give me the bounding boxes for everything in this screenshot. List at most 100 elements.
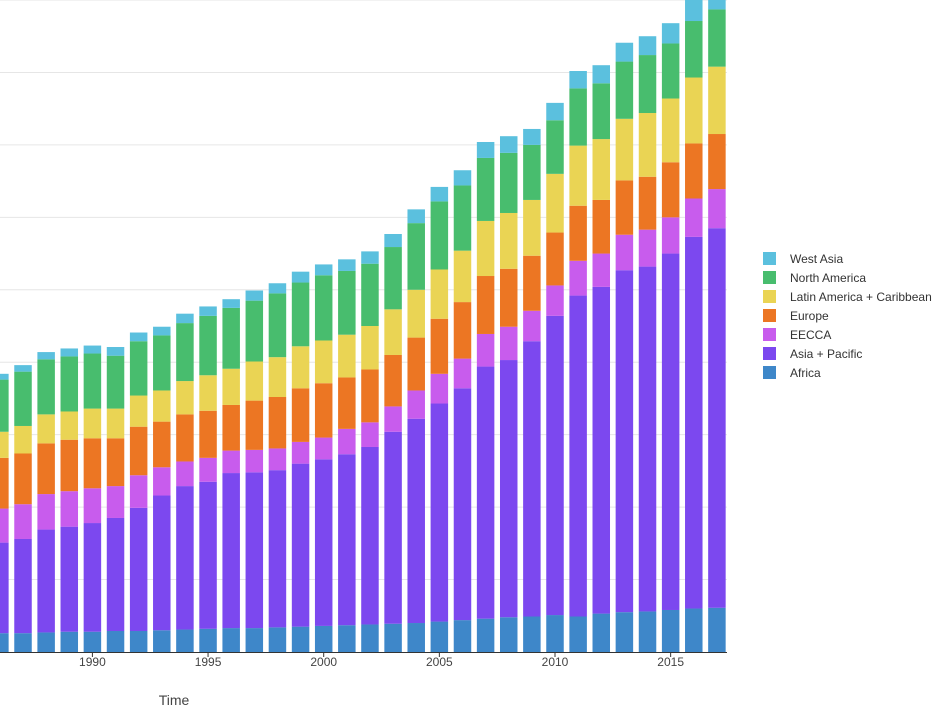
bar-segment-africa-1992[interactable]: [129, 630, 148, 652]
bar-segment-north-america-2010[interactable]: [546, 120, 564, 174]
legend-swatch-europe[interactable]: [763, 309, 776, 322]
bar-segment-africa-2000[interactable]: [314, 625, 333, 652]
bar-segment-eecca-1990[interactable]: [83, 488, 102, 524]
bar-segment-latin-america-caribbean-2002[interactable]: [361, 326, 379, 370]
bar-segment-eecca-2003[interactable]: [384, 406, 402, 432]
bar-segment-asia-pacific-2005[interactable]: [430, 403, 449, 622]
bar-segment-latin-america-caribbean-2003[interactable]: [384, 309, 402, 355]
bar-segment-north-america-2016[interactable]: [685, 21, 703, 78]
bar-segment-europe-2011[interactable]: [569, 205, 587, 261]
bar-segment-africa-1990[interactable]: [83, 631, 102, 652]
bar-segment-latin-america-caribbean-2011[interactable]: [569, 145, 587, 206]
bar-segment-north-america-2014[interactable]: [638, 55, 657, 114]
bar-segment-west-asia-2006[interactable]: [453, 170, 472, 186]
bar-segment-eecca-2014[interactable]: [638, 229, 657, 267]
legend-label-africa[interactable]: Africa: [790, 366, 821, 380]
bar-segment-europe-1998[interactable]: [268, 396, 287, 449]
bar-segment-africa-1998[interactable]: [268, 627, 287, 652]
bar-segment-eecca-2013[interactable]: [615, 234, 634, 271]
bar-segment-asia-pacific-1992[interactable]: [129, 507, 148, 631]
bar-segment-asia-pacific-2011[interactable]: [569, 295, 587, 617]
legend-label-europe[interactable]: Europe: [790, 309, 829, 323]
bar-segment-africa-2008[interactable]: [499, 617, 518, 652]
bar-segment-north-america-2013[interactable]: [615, 61, 634, 119]
bar-segment-eecca-1998[interactable]: [268, 448, 287, 471]
bar-segment-africa-1999[interactable]: [291, 626, 310, 652]
bar-segment-north-america-2007[interactable]: [476, 157, 495, 221]
bar-segment-asia-pacific-2010[interactable]: [546, 315, 564, 616]
bar-segment-west-asia-2002[interactable]: [361, 251, 379, 264]
bar-segment-west-asia-1993[interactable]: [153, 326, 171, 336]
bar-segment-north-america-1986[interactable]: [0, 379, 9, 432]
bar-segment-asia-pacific-2016[interactable]: [685, 236, 703, 609]
bar-segment-west-asia-1989[interactable]: [60, 348, 79, 357]
bar-segment-latin-america-caribbean-2012[interactable]: [592, 139, 611, 200]
bar-segment-eecca-2009[interactable]: [523, 310, 541, 342]
bar-segment-west-asia-2003[interactable]: [384, 233, 402, 248]
bar-segment-europe-2002[interactable]: [361, 369, 379, 423]
bar-segment-north-america-2002[interactable]: [361, 263, 379, 326]
bar-segment-asia-pacific-1997[interactable]: [245, 472, 264, 629]
bar-segment-latin-america-caribbean-2004[interactable]: [407, 289, 425, 338]
bar-segment-africa-1988[interactable]: [37, 632, 55, 652]
bar-segment-eecca-2015[interactable]: [661, 217, 680, 254]
bar-segment-west-asia-1991[interactable]: [106, 347, 125, 356]
bar-segment-africa-1987[interactable]: [14, 633, 32, 652]
bar-segment-latin-america-caribbean-2006[interactable]: [453, 250, 472, 303]
bar-segment-north-america-1999[interactable]: [291, 282, 310, 347]
bar-segment-europe-1991[interactable]: [106, 438, 125, 487]
bar-segment-africa-2014[interactable]: [638, 611, 657, 652]
bar-segment-north-america-1997[interactable]: [245, 300, 264, 362]
bar-segment-latin-america-caribbean-1997[interactable]: [245, 361, 264, 401]
bar-segment-eecca-1992[interactable]: [129, 475, 148, 508]
bar-segment-west-asia-2001[interactable]: [338, 259, 356, 271]
bar-segment-latin-america-caribbean-2008[interactable]: [499, 212, 518, 269]
bar-segment-africa-2011[interactable]: [569, 616, 587, 652]
bar-segment-europe-1999[interactable]: [291, 388, 310, 442]
bar-segment-north-america-2012[interactable]: [592, 83, 611, 140]
bar-segment-europe-2015[interactable]: [661, 162, 680, 218]
bar-segment-europe-1986[interactable]: [0, 457, 9, 509]
bar-segment-europe-1990[interactable]: [83, 438, 102, 489]
bar-segment-europe-2012[interactable]: [592, 199, 611, 254]
bar-segment-africa-1994[interactable]: [176, 629, 194, 652]
bar-segment-africa-1986[interactable]: [0, 633, 9, 652]
bar-segment-europe-2000[interactable]: [314, 383, 333, 438]
bar-segment-latin-america-caribbean-1993[interactable]: [153, 390, 171, 422]
bar-segment-latin-america-caribbean-2016[interactable]: [685, 77, 703, 144]
bar-segment-asia-pacific-2001[interactable]: [338, 454, 356, 626]
bar-segment-north-america-1994[interactable]: [176, 323, 194, 382]
bar-segment-north-america-1989[interactable]: [60, 356, 79, 412]
bar-segment-north-america-1992[interactable]: [129, 341, 148, 396]
bar-segment-north-america-2008[interactable]: [499, 152, 518, 213]
bar-segment-africa-2015[interactable]: [661, 609, 680, 652]
bar-segment-eecca-1999[interactable]: [291, 441, 310, 464]
bar-segment-europe-1987[interactable]: [14, 453, 32, 505]
bar-segment-asia-pacific-2003[interactable]: [384, 431, 402, 624]
bar-segment-west-asia-2017[interactable]: [708, 0, 726, 10]
bar-segment-west-asia-2011[interactable]: [569, 70, 587, 89]
bar-segment-latin-america-caribbean-2013[interactable]: [615, 118, 634, 181]
bar-segment-west-asia-2009[interactable]: [523, 128, 541, 145]
bar-segment-asia-pacific-2002[interactable]: [361, 446, 379, 625]
legend-label-west-asia[interactable]: West Asia: [790, 252, 843, 266]
bar-segment-europe-1988[interactable]: [37, 443, 55, 495]
bar-segment-west-asia-1997[interactable]: [245, 290, 264, 301]
bar-segment-latin-america-caribbean-1988[interactable]: [37, 414, 55, 444]
bar-segment-asia-pacific-1995[interactable]: [199, 481, 217, 629]
bar-segment-west-asia-2013[interactable]: [615, 42, 634, 62]
bar-segment-africa-2001[interactable]: [338, 625, 356, 652]
bar-segment-west-asia-1996[interactable]: [222, 299, 240, 308]
bar-segment-asia-pacific-2009[interactable]: [523, 341, 541, 617]
bar-segment-asia-pacific-1994[interactable]: [176, 486, 194, 630]
bar-segment-eecca-1993[interactable]: [153, 467, 171, 496]
bar-segment-eecca-2016[interactable]: [685, 198, 703, 237]
bar-segment-latin-america-caribbean-2009[interactable]: [523, 199, 541, 256]
bar-segment-europe-2016[interactable]: [685, 143, 703, 199]
legend-swatch-asia-pacific[interactable]: [763, 347, 776, 360]
bar-segment-asia-pacific-1999[interactable]: [291, 463, 310, 627]
bar-segment-latin-america-caribbean-1998[interactable]: [268, 357, 287, 397]
bar-segment-north-america-1998[interactable]: [268, 293, 287, 358]
bar-segment-eecca-2005[interactable]: [430, 373, 449, 404]
bar-segment-europe-2006[interactable]: [453, 302, 472, 359]
